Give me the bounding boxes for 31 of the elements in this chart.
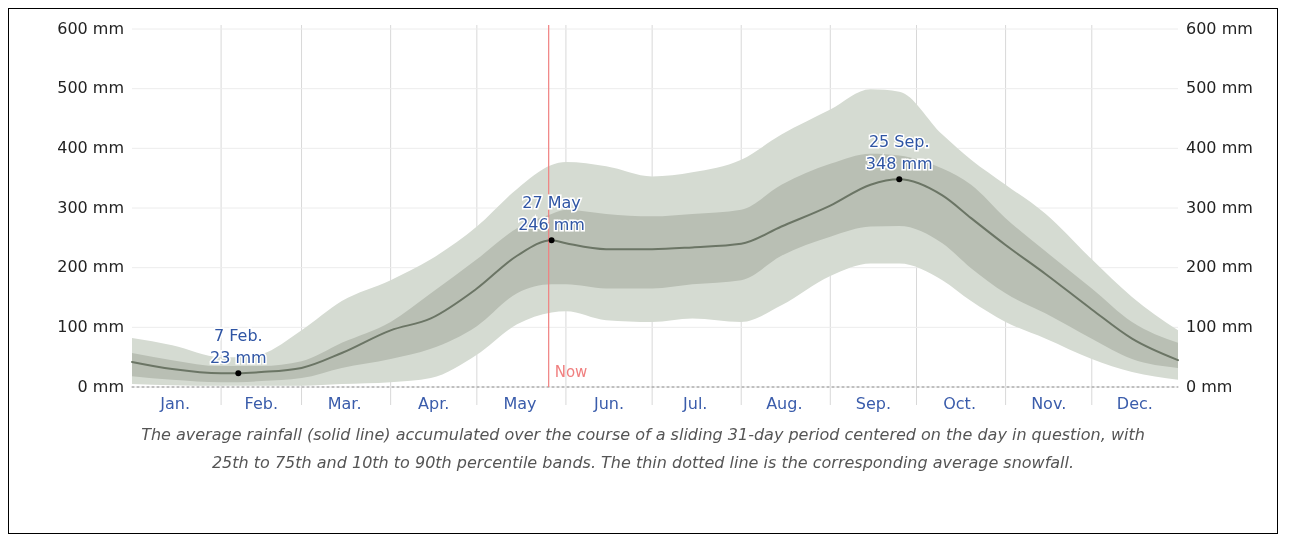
annotation: 25 Sep. 348 mm [865,132,933,174]
y-tick-label: 200 mm [57,257,124,277]
x-tick-label: Sep. [855,394,892,413]
y2-tick-label: 400 mm [1186,137,1253,157]
y-tick-label: 0 mm [77,376,124,396]
y2-tick-label: 300 mm [1186,197,1253,217]
y-tick-label: 400 mm [57,137,124,157]
y2-tick-label: 0 mm [1186,376,1233,396]
text: The average rainfall (solid line) accumulated over the course of a sliding 31-day period centered on the day in question, with 25th to 75th and 10th to 90th percentile bands. The thin dotted line is the corresponding average snowfall. [140,424,1146,474]
x-tick-label: Oct. [943,394,976,413]
x-tick-label: Nov. [1031,394,1067,413]
x-tick-label: Apr. [418,394,450,413]
x-tick-label: Jul. [682,394,708,413]
y-tick-label: 100 mm [57,316,124,336]
x-tick-label: Dec. [1116,394,1153,413]
x-tick-label: Aug. [766,394,803,413]
y-tick-label: 300 mm [57,197,124,217]
ref-line-label: Now [554,363,588,381]
y2-tick-label: 200 mm [1186,257,1253,277]
y2-tick-label: 600 mm [1186,18,1253,38]
y2-tick-label: 100 mm [1186,316,1253,336]
x-tick-label: Jan. [159,394,190,413]
x-tick-label: Jun. [592,394,625,413]
x-tick-label: Mar. [327,394,362,413]
y-tick-label: 500 mm [57,78,124,98]
y-tick-label: 600 mm [57,18,124,38]
annotation: 7 Feb. 23 mm [210,326,267,368]
x-tick-label: Feb. [244,394,279,413]
x-tick-label: May [503,394,537,413]
y2-tick-label: 500 mm [1186,78,1253,98]
annotation: 27 May 246 mm [518,193,585,235]
